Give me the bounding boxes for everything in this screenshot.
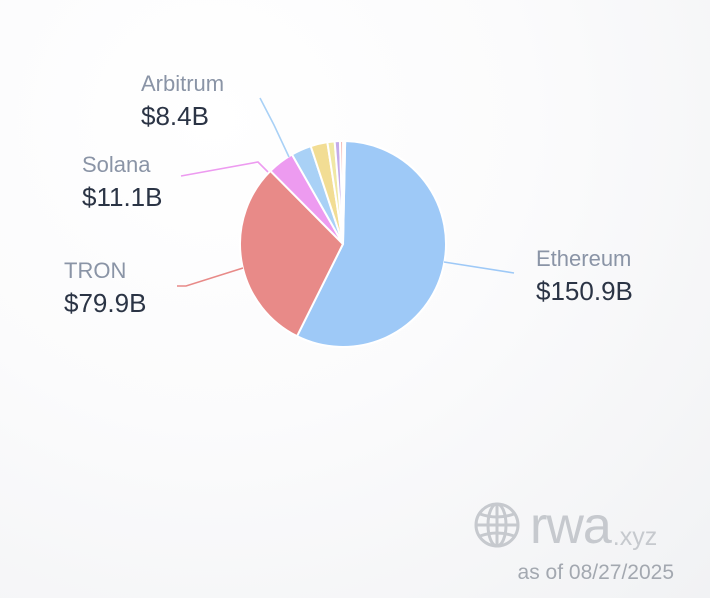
leader-line-solana bbox=[180, 161, 269, 177]
slice-label-arbitrum: Arbitrum bbox=[141, 71, 224, 96]
slice-value-arbitrum: $8.4B bbox=[141, 101, 209, 131]
slice-value-ethereum: $150.9B bbox=[536, 276, 633, 306]
watermark-brand: rwa bbox=[530, 497, 612, 555]
slice-label-solana: Solana bbox=[82, 152, 151, 177]
leader-line-ethereum bbox=[443, 261, 515, 274]
pie-slice-ethereum bbox=[295, 139, 447, 348]
slice-label-tron: TRON bbox=[64, 258, 126, 283]
leader-lines bbox=[177, 97, 515, 287]
as-of-date: as of 08/27/2025 bbox=[517, 561, 674, 584]
slice-value-tron: $79.9B bbox=[64, 288, 146, 318]
pie-slices bbox=[239, 139, 447, 348]
slice-value-solana: $11.1B bbox=[82, 182, 162, 212]
pie-slice-other-8 bbox=[342, 139, 347, 245]
slice-labels: Ethereum $150.9B TRON $79.9B Solana $11.1B Arb… bbox=[64, 71, 633, 318]
leader-line-arbitrum bbox=[259, 97, 290, 158]
slice-label-ethereum: Ethereum bbox=[536, 246, 631, 271]
watermark-tld: .xyz bbox=[612, 523, 658, 551]
leader-line-tron bbox=[177, 267, 244, 287]
pie-slice-tron bbox=[239, 169, 345, 338]
globe-icon bbox=[474, 502, 520, 548]
rwa-logo-watermark: rwa .xyz bbox=[472, 496, 657, 552]
